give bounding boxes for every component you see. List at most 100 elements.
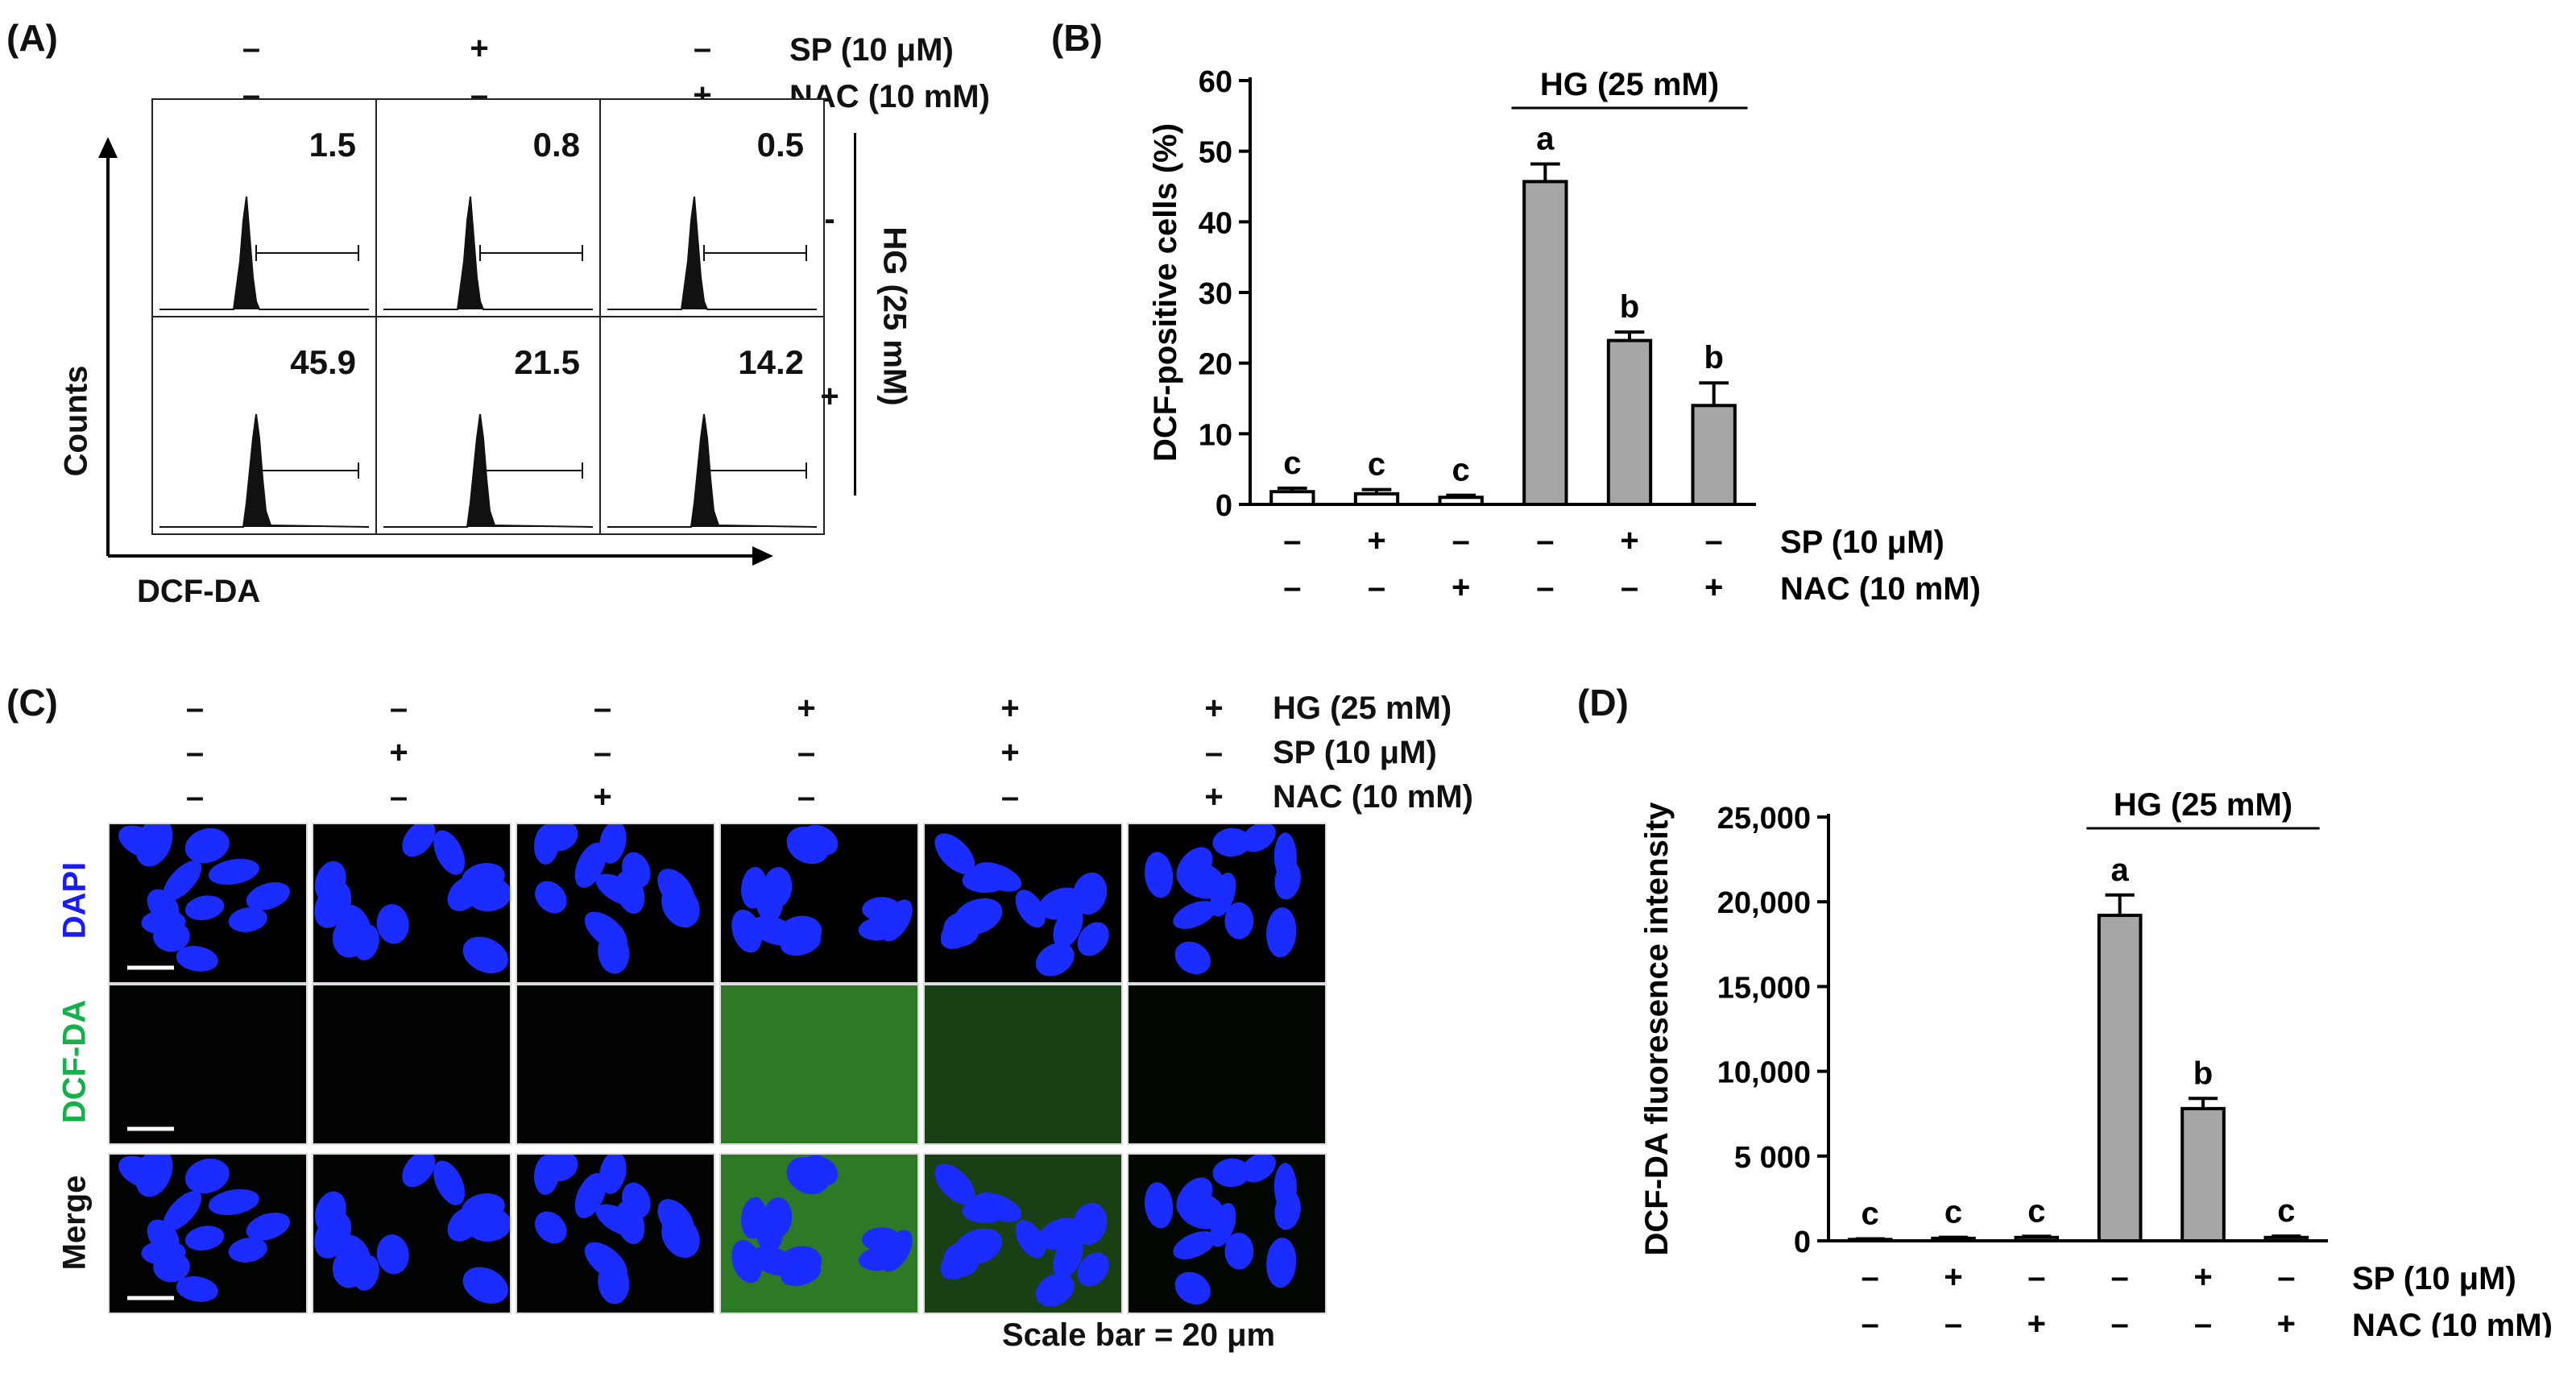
micrograph-dcf xyxy=(719,984,919,1145)
micrograph-merge xyxy=(312,1153,511,1314)
y-tick-label: 30 xyxy=(1199,277,1232,311)
nucleus xyxy=(1274,1163,1297,1213)
panel-c-hg-sign: + xyxy=(1204,691,1224,726)
panel-c-nac-sign: – xyxy=(797,779,816,815)
nucleus xyxy=(1173,901,1216,929)
nucleus xyxy=(781,929,821,956)
y-tick-label: 50 xyxy=(1199,136,1232,170)
panel-b-label: (B) xyxy=(1051,17,1103,59)
nucleus xyxy=(1173,1231,1216,1259)
nucleus xyxy=(466,877,510,912)
nac-sign: – xyxy=(1368,570,1385,605)
panel-c-sp-sign: + xyxy=(1000,735,1020,770)
micrograph-merge xyxy=(516,1153,715,1314)
nucleus xyxy=(1077,922,1109,956)
nucleus xyxy=(208,1188,259,1216)
nucleus xyxy=(118,1155,162,1188)
sp-sign: + xyxy=(2193,1259,2212,1295)
micrograph-canvas xyxy=(314,1155,510,1304)
micrograph-dapi xyxy=(108,823,308,984)
nucleus xyxy=(535,1211,567,1244)
nucleus xyxy=(163,861,202,901)
nucleus xyxy=(462,1267,508,1304)
histogram: 0.8 xyxy=(375,98,601,317)
y-tick-label: 0 xyxy=(1216,489,1232,523)
nucleus xyxy=(535,881,567,914)
histogram-plot xyxy=(607,196,817,310)
significance-letter: a xyxy=(1536,121,1555,156)
y-axis-label: DCF-positive cells (%) xyxy=(1148,123,1183,462)
panel-c-sp-sign: – xyxy=(593,735,612,770)
green-signal xyxy=(313,985,510,1143)
nucleus xyxy=(880,899,913,942)
nucleus xyxy=(354,1255,379,1291)
nac-row-label: NAC (10 mM) xyxy=(2352,1308,2553,1338)
micrograph-dapi xyxy=(923,823,1123,984)
panel-c-hg-sign: – xyxy=(185,691,205,726)
nucleus xyxy=(934,1163,975,1205)
panel-c-sp-sign: – xyxy=(1204,735,1224,770)
nac-sign: – xyxy=(1944,1306,1962,1338)
nucleus xyxy=(1038,1217,1083,1250)
nucleus xyxy=(762,1197,793,1238)
histogram-plot xyxy=(607,413,818,528)
panel-c-sp-label: SP (10 μM) xyxy=(1273,735,1437,770)
micrograph-dapi xyxy=(1127,823,1327,984)
nucleus xyxy=(1038,887,1083,920)
histogram-plot xyxy=(383,413,594,528)
panel-c-scale-bar-label: Scale bar = 20 μm xyxy=(1002,1317,1276,1353)
panel-a-axes xyxy=(98,137,773,566)
panel-c-sp-sign: + xyxy=(389,735,408,770)
nucleus xyxy=(1212,1158,1251,1188)
sp-sign: – xyxy=(1452,523,1470,558)
micrograph-canvas xyxy=(1144,824,1301,975)
panel-c-hg-sign: + xyxy=(797,691,816,726)
nucleus xyxy=(402,824,436,857)
nucleus xyxy=(934,833,975,874)
significance-letter: c xyxy=(1283,446,1301,481)
micrograph-dcf xyxy=(108,984,308,1145)
micrograph-dcf xyxy=(516,984,715,1145)
micrograph-canvas xyxy=(517,985,714,1143)
micrograph-canvas xyxy=(1129,1155,1325,1313)
panel-b-chart: 0 10 20 30 40 50 60 DCF-positive cells (%) c – – c +… xyxy=(1148,65,1981,607)
bar xyxy=(2180,1106,2226,1242)
panel-a-sp-3: – xyxy=(693,31,712,66)
panel-c-row-dapi: DAPI xyxy=(56,861,93,939)
histogram: 0.5 xyxy=(599,98,825,317)
nucleus xyxy=(1144,852,1174,898)
sp-sign: – xyxy=(2027,1259,2045,1295)
bar xyxy=(1606,338,1653,507)
nucleus xyxy=(466,1207,510,1242)
nucleus xyxy=(599,824,627,864)
panel-c-row-dcf: DCF-DA xyxy=(56,999,93,1124)
panel-c-sp-sign: – xyxy=(797,735,816,770)
nucleus xyxy=(1174,1271,1211,1305)
y-tick-label: 5 000 xyxy=(1734,1141,1811,1175)
nucleus xyxy=(1210,873,1236,917)
significance-letter: b xyxy=(1704,340,1723,375)
micrograph-canvas xyxy=(1129,985,1325,1143)
nac-sign: – xyxy=(2111,1306,2129,1338)
bar xyxy=(1691,404,1737,506)
histogram-percent: 14.2 xyxy=(738,343,804,381)
nucleus xyxy=(595,873,641,906)
sp-sign: – xyxy=(1705,523,1723,558)
significance-letter: b xyxy=(1620,289,1639,325)
nucleus xyxy=(433,1160,465,1205)
sp-sign: + xyxy=(1620,523,1638,558)
green-signal xyxy=(517,985,714,1143)
nucleus xyxy=(1015,1220,1046,1259)
nac-sign: + xyxy=(2277,1306,2296,1338)
panel-a-sp-2: + xyxy=(470,31,489,66)
significance-letter: c xyxy=(1862,1196,1879,1231)
nucleus xyxy=(1240,1155,1276,1183)
nucleus xyxy=(1174,941,1211,975)
bar xyxy=(1353,491,1400,506)
micrograph-canvas xyxy=(314,824,510,973)
histogram-percent: 1.5 xyxy=(309,126,356,164)
histogram-percent: 21.5 xyxy=(514,343,580,381)
panel-c-nac-sign: – xyxy=(1000,779,1020,815)
nac-sign: + xyxy=(1452,570,1470,605)
sp-row-label: SP (10 μM) xyxy=(1780,525,1944,560)
